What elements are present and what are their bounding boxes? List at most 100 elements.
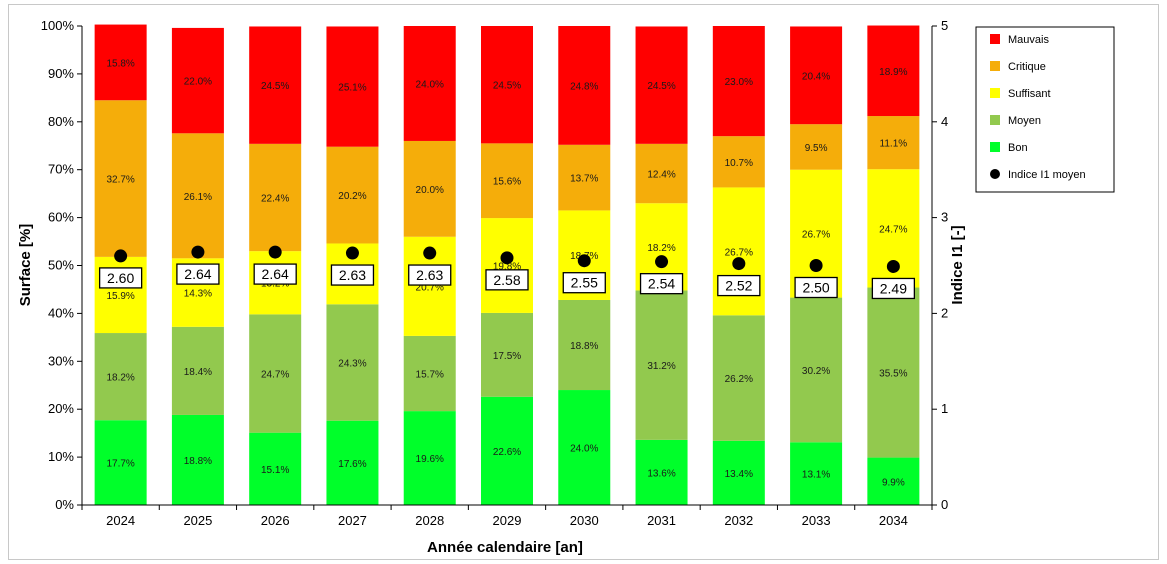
segment-label: 15.7% [416, 370, 444, 381]
index-label-box [871, 277, 916, 300]
y2-tick-label: 0 [941, 497, 948, 512]
segment-label: 26.1% [184, 192, 212, 203]
index-label: 2.55 [571, 275, 598, 291]
segment-label: 24.7% [879, 224, 907, 235]
y-tick-label: 40% [48, 305, 74, 320]
index-point-2034 [886, 259, 900, 273]
bar-segment-mauvais-2028 [403, 26, 456, 141]
index-label: 2.50 [802, 280, 829, 296]
bar-segment-moyen-2032 [712, 315, 765, 441]
bar-segment-bon-2025 [171, 414, 224, 505]
index-label-box [176, 263, 220, 285]
bar-segment-critique-2033 [790, 124, 843, 170]
segment-label: 24.0% [416, 79, 444, 90]
legend-label: Mauvais [1008, 34, 1049, 46]
segment-label: 20.7% [416, 282, 444, 293]
y-tick-label: 100% [41, 18, 75, 33]
legend-label: Indice I1 moyen [1008, 169, 1086, 181]
segment-label: 13.1% [802, 470, 830, 481]
index-label: 2.52 [725, 278, 752, 294]
segment-label: 18.2% [647, 243, 675, 254]
index-point-2024 [114, 249, 128, 263]
bar-segment-mauvais-2026 [249, 26, 302, 144]
legend-label: Critique [1008, 61, 1046, 73]
y2-axis-title: Indice I1 [-] [949, 225, 966, 304]
x-tick-label: 2026 [261, 513, 290, 528]
bar-segment-bon-2027 [326, 420, 379, 505]
y2-tick-label: 2 [941, 305, 948, 320]
segment-label: 19.8% [493, 262, 521, 273]
bar-segment-mauvais-2031 [635, 26, 688, 144]
index-label: 2.54 [648, 276, 675, 292]
segment-label: 20.0% [416, 185, 444, 196]
bar-segment-suffisant-2033 [790, 169, 843, 298]
segment-label: 24.8% [570, 81, 598, 92]
segment-label: 18.4% [184, 367, 212, 378]
bar-segment-moyen-2026 [249, 314, 302, 433]
legend-label: Moyen [1008, 115, 1041, 127]
segment-label: 23.0% [725, 77, 753, 88]
bar-segment-mauvais-2024 [94, 24, 147, 101]
index-point-2030 [577, 254, 591, 268]
index-point-2031 [655, 255, 669, 269]
segment-label: 11.1% [880, 139, 908, 150]
index-label-box [717, 274, 761, 297]
y-tick-label: 60% [48, 210, 74, 225]
legend-marker-indice-i1-moyen [990, 169, 1000, 179]
index-label-box [253, 263, 297, 285]
bar-segment-mauvais-2029 [481, 26, 533, 144]
x-tick-label: 2027 [338, 513, 367, 528]
y2-tick-label: 1 [941, 401, 948, 416]
y-tick-label: 20% [48, 401, 74, 416]
y-tick-label: 10% [48, 449, 74, 464]
segment-label: 15.6% [493, 177, 521, 188]
bar-segment-moyen-2024 [94, 333, 147, 421]
segment-label: 32.7% [106, 175, 134, 186]
segment-label: 24.5% [493, 81, 521, 92]
index-point-2027 [345, 246, 359, 260]
segment-label: 13.4% [725, 469, 753, 480]
segment-label: 30.2% [802, 366, 830, 377]
segment-label: 20.2% [338, 191, 366, 202]
bar-segment-critique-2024 [94, 100, 147, 257]
bar-segment-bon-2031 [635, 439, 688, 505]
y-tick-label: 0% [55, 497, 74, 512]
legend-label: Bon [1008, 142, 1028, 154]
x-tick-label: 2033 [802, 513, 831, 528]
x-tick-label: 2029 [493, 513, 522, 528]
segment-label: 31.2% [647, 361, 675, 372]
segment-label: 12.4% [647, 170, 675, 181]
index-label: 2.58 [493, 272, 520, 288]
segment-label: 24.3% [338, 358, 366, 369]
index-label-box [485, 269, 529, 291]
axes-layer: 0% 10% 20% 30% 40% 50% 60% 70% 80% 90% 100% 0 1 2 3 4 5 2… [41, 18, 948, 528]
index-point-2032 [732, 257, 746, 271]
segment-label: 25.1% [338, 83, 366, 94]
bar-segment-mauvais-2032 [712, 26, 765, 137]
segment-label: 22.0% [184, 77, 212, 88]
segment-label: 14.3% [184, 289, 212, 300]
index-label-box [98, 267, 143, 289]
bar-segment-mauvais-2034 [867, 25, 920, 117]
x-axis-title: Année calendaire [an] [427, 539, 583, 556]
segment-label: 9.5% [805, 143, 828, 154]
x-tick-label: 2025 [183, 513, 212, 528]
segment-label: 24.7% [261, 370, 289, 381]
legend-marker-bon [990, 142, 1000, 152]
bar-segment-mauvais-2027 [326, 26, 379, 147]
bar-segment-critique-2025 [171, 133, 224, 259]
x-tick-label: 2032 [724, 513, 753, 528]
index-label-box [794, 276, 838, 299]
bar-segment-bon-2033 [790, 442, 843, 505]
bar-segment-critique-2027 [326, 146, 379, 244]
y-axis-title: Surface [%] [17, 224, 34, 307]
bar-segment-bon-2026 [249, 432, 302, 505]
y2-tick-label: 4 [941, 114, 948, 129]
bar-segment-moyen-2025 [171, 326, 224, 415]
index-label: 2.63 [339, 267, 366, 283]
legend-marker-mauvais [990, 34, 1000, 44]
index-point-2026 [268, 245, 282, 259]
x-tick-label: 2028 [415, 513, 444, 528]
segment-label: 24.0% [570, 444, 598, 455]
bar-segment-bon-2024 [94, 420, 147, 505]
